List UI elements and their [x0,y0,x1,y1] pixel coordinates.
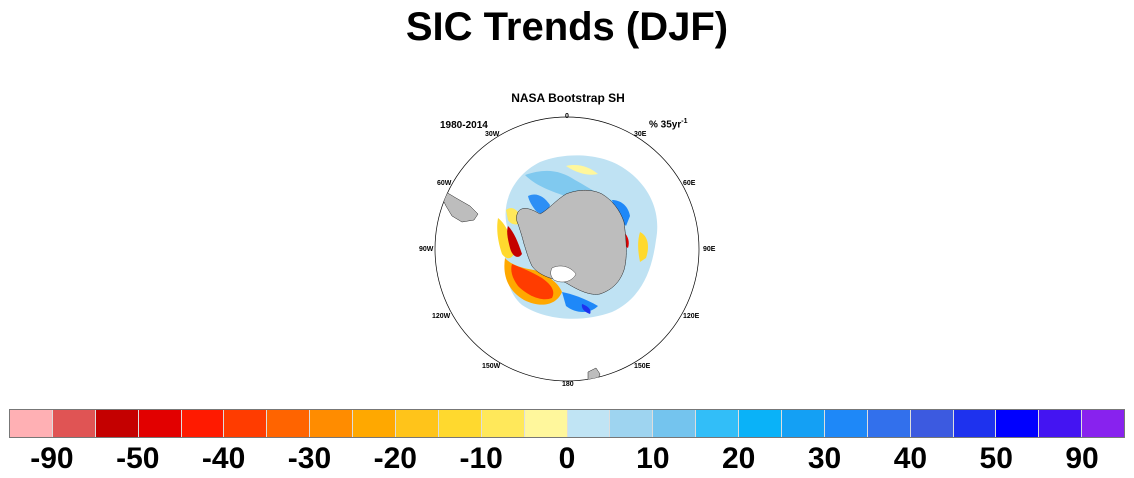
colorbar-tick-label: 30 [807,442,842,475]
colorbar-segment [610,410,654,437]
lon-label-60w: 60W [437,180,452,187]
lon-label-180: 180 [562,381,574,388]
main-title: SIC Trends (DJF) [405,5,729,49]
period-label: 1980-2014 [440,120,488,131]
colorbar-tick-label: 90 [1065,442,1099,475]
colorbar-tick-label: 10 [636,442,670,475]
colorbar-segment [95,410,139,437]
colorbar-segment [524,410,568,437]
colorbar-segment [52,410,96,437]
colorbar-tick-label: -50 [116,442,160,475]
colorbar-segment [867,410,911,437]
colorbar-segment [353,410,397,437]
colorbar-segment [138,410,182,437]
colorbar-tick-label: 40 [893,442,928,475]
colorbar [9,409,1125,438]
colorbar-segment [653,410,697,437]
colorbar-tick-label: -10 [459,442,503,475]
lon-label-150w: 150W [482,363,501,370]
colorbar-segment [438,410,482,437]
colorbar-segment [310,410,354,437]
colorbar-segment [824,410,868,437]
sea-ice-trend-blue-ross [562,292,598,312]
lon-label-90w: 90W [419,246,434,253]
map-title: NASA Bootstrap SH [511,91,625,105]
sea-ice-trend-darkblue-ross [581,304,591,314]
sea-ice-trend-yellow-top [566,164,598,175]
colorbar-segment [481,410,525,437]
colorbar-tick-label: 50 [979,442,1013,475]
colorbar-segment [696,410,740,437]
colorbar-tick-label: -90 [30,442,74,475]
colorbar-segment [996,410,1040,437]
ross-ice-shelf [550,265,577,283]
colorbar-segment [396,410,439,437]
colorbar-segment [267,410,311,437]
units-exponent: -1 [681,118,688,125]
colorbar-segment [224,410,268,437]
sea-ice-trend-blue-east [612,200,630,226]
lon-label-30w: 30W [485,131,500,138]
lon-label-120e: 120E [683,313,700,320]
colorbar-segment [953,410,997,437]
sea-ice-trend-darkred-peninsula [507,226,522,257]
colorbar-segment [1039,410,1083,437]
lon-label-30e: 30E [634,131,647,138]
colorbar-segment [567,410,611,437]
colorbar-segment [782,410,825,437]
colorbar-segment [181,410,225,437]
sea-ice-trend-blue-north [528,194,550,214]
colorbar-tick-label: -20 [373,442,417,475]
lon-label-0: 0 [565,113,569,120]
colorbar-segment [910,410,954,437]
antarctica-land [516,190,627,295]
colorbar-tick-label: 20 [722,442,756,475]
colorbar-segment [10,410,53,437]
units-label: % 35yr-1 [649,118,687,130]
polar-map [434,116,700,382]
sea-ice-trend-yellow-east [638,232,648,262]
lon-label-60e: 60E [683,180,696,187]
sea-ice-trend-red-west [511,264,554,300]
colorbar-segment [739,410,783,437]
units-text: % 35yr [649,119,682,131]
colorbar-segment [1082,410,1125,437]
colorbar-tick-label: -30 [287,442,332,475]
lon-label-120w: 120W [432,313,451,320]
colorbar-tick-label: -40 [201,442,246,475]
colorbar-tick-label: 0 [558,442,576,475]
lon-label-150e: 150E [634,363,651,370]
lon-label-90e: 90E [703,246,716,253]
